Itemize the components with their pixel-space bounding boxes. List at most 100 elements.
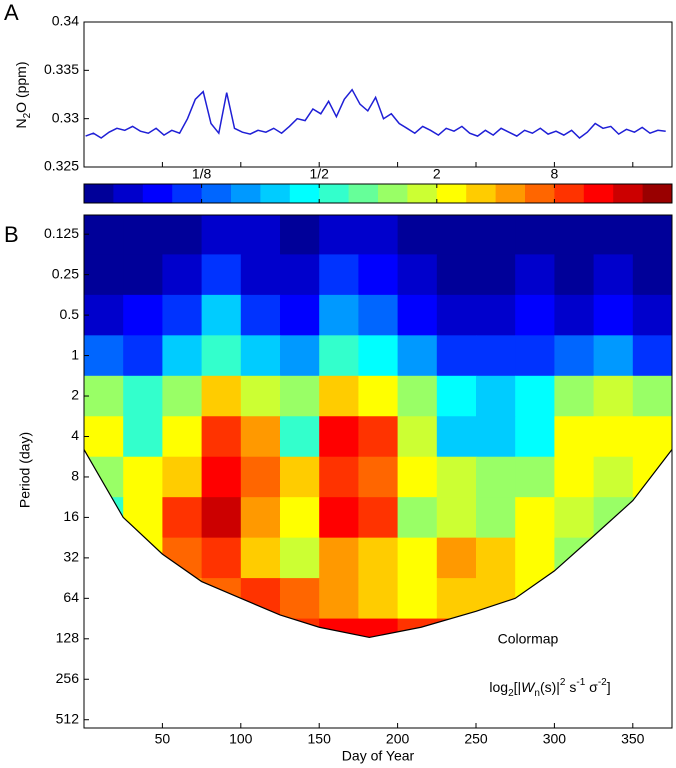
heatmap-cell — [593, 456, 634, 498]
y-tick-label: 32 — [63, 549, 79, 565]
colorbar-frame — [83, 183, 673, 204]
y-tick-label: 0.33 — [52, 109, 79, 125]
heatmap-cell — [240, 254, 281, 296]
heatmap-cell — [632, 254, 672, 296]
colorbar-label: log2[|Wn(s)|2 s-1 σ-2] — [489, 677, 610, 699]
heatmap-cell — [397, 335, 438, 377]
colorbar-swatch — [466, 184, 497, 203]
y-tick-label: 0.335 — [44, 61, 79, 77]
heatmap-cell — [162, 254, 203, 296]
y-tick-label: 0.5 — [60, 306, 80, 322]
heatmap-cell — [476, 254, 516, 296]
heatmap-cell — [593, 375, 634, 417]
heatmap-cell — [84, 294, 124, 336]
heatmap-cell — [476, 335, 516, 377]
heatmap-cell — [123, 215, 163, 255]
x-axis-title: Day of Year — [342, 748, 415, 764]
text-part: [| — [514, 679, 522, 695]
heatmap-cell — [162, 618, 203, 638]
heatmap-cell — [319, 254, 359, 296]
panel-label: A — [4, 0, 19, 25]
heatmap-cell — [358, 254, 399, 296]
heatmap-cell — [476, 456, 516, 498]
heatmap — [84, 215, 672, 638]
heatmap-cell — [358, 497, 399, 539]
heatmap-cell — [84, 618, 124, 638]
heatmap-cell — [280, 375, 320, 417]
heatmap-cell — [632, 335, 672, 377]
y-tick-label: 0.325 — [44, 158, 79, 174]
colorbar-swatch — [642, 184, 673, 203]
x-tick-label: 200 — [386, 731, 410, 747]
heatmap-cell — [476, 497, 516, 539]
x-tick-label: 100 — [229, 731, 253, 747]
heatmap-cell — [84, 254, 124, 296]
colorbar-swatch — [495, 184, 526, 203]
heatmap-cell — [436, 416, 477, 458]
heatmap-cell — [397, 375, 438, 417]
heatmap-cell — [84, 537, 124, 579]
heatmap-cell — [319, 294, 359, 336]
heatmap-cell — [240, 335, 281, 377]
colorbar-tick-label: 8 — [551, 166, 559, 182]
heatmap-cell — [358, 375, 399, 417]
colorbar-swatch — [348, 184, 379, 203]
heatmap-cell — [515, 335, 555, 377]
heatmap-cell — [280, 254, 320, 296]
heatmap-cell — [201, 335, 242, 377]
colorbar-swatch — [142, 184, 173, 203]
data-line — [85, 88, 666, 139]
text-part: s — [565, 679, 576, 695]
heatmap-cell — [162, 294, 203, 336]
heatmap-cell — [632, 537, 672, 579]
heatmap-cell — [554, 456, 595, 498]
heatmap-cell — [515, 254, 555, 296]
heatmap-cell — [240, 294, 281, 336]
heatmap-cell — [515, 456, 555, 498]
heatmap-cell — [201, 618, 242, 638]
heatmap-cell — [280, 335, 320, 377]
heatmap-cell — [84, 416, 124, 458]
heatmap-cell — [319, 497, 359, 539]
panel-label: B — [4, 222, 19, 247]
colorbar-swatch — [289, 184, 320, 203]
heatmap-cell — [515, 215, 555, 255]
heatmap-cell — [397, 537, 438, 579]
text-part: -1 — [576, 677, 585, 688]
heatmap-cell — [593, 215, 634, 255]
heatmap-cell — [593, 416, 634, 458]
heatmap-cell — [397, 416, 438, 458]
heatmap-cell — [319, 215, 359, 255]
heatmap-cell — [632, 578, 672, 620]
text-part: 2 — [560, 677, 566, 688]
colorbar-swatch — [201, 184, 232, 203]
heatmap-cell — [358, 416, 399, 458]
heatmap-cell — [436, 254, 477, 296]
heatmap-cell — [436, 537, 477, 579]
heatmap-cell — [123, 497, 163, 539]
heatmap-cell — [632, 215, 672, 255]
heatmap-cell — [593, 578, 634, 620]
heatmap-cell — [84, 456, 124, 498]
heatmap-cell — [201, 497, 242, 539]
heatmap-cell — [240, 537, 281, 579]
heatmap-cell — [436, 335, 477, 377]
heatmap-cell — [162, 416, 203, 458]
heatmap-cell — [515, 497, 555, 539]
heatmap-cell — [123, 416, 163, 458]
heatmap-cell — [436, 294, 477, 336]
heatmap-cell — [554, 537, 595, 579]
heatmap-cell — [84, 375, 124, 417]
y-tick-label: 16 — [63, 508, 79, 524]
heatmap-cell — [436, 215, 477, 255]
heatmap-cell — [319, 618, 359, 638]
heatmap-cell — [201, 537, 242, 579]
heatmap-cell — [84, 335, 124, 377]
heatmap-cell — [593, 294, 634, 336]
colorbar-swatch — [172, 184, 203, 203]
plot-frame — [83, 214, 673, 729]
heatmap-cell — [201, 215, 242, 255]
heatmap-cell — [162, 578, 203, 620]
heatmap-cell — [554, 375, 595, 417]
heatmap-cell — [280, 416, 320, 458]
